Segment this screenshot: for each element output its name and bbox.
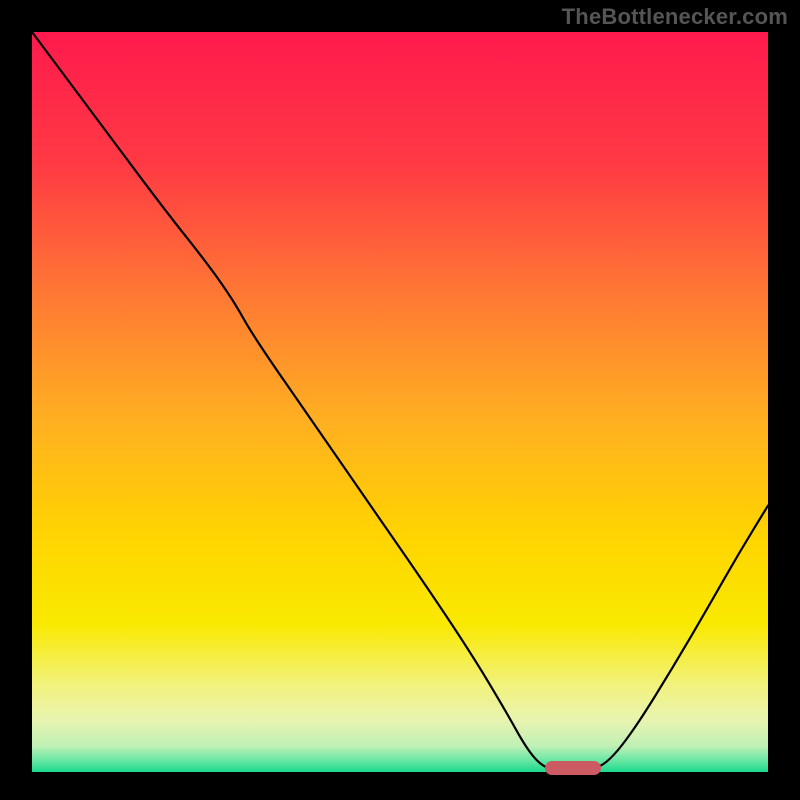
gradient-background [32, 32, 768, 772]
optimum-marker [545, 761, 600, 775]
chart-container: TheBottlenecker.com [0, 0, 800, 800]
watermark-text: TheBottlenecker.com [562, 4, 788, 30]
gradient-plot [32, 32, 768, 772]
plot-area [32, 32, 768, 772]
